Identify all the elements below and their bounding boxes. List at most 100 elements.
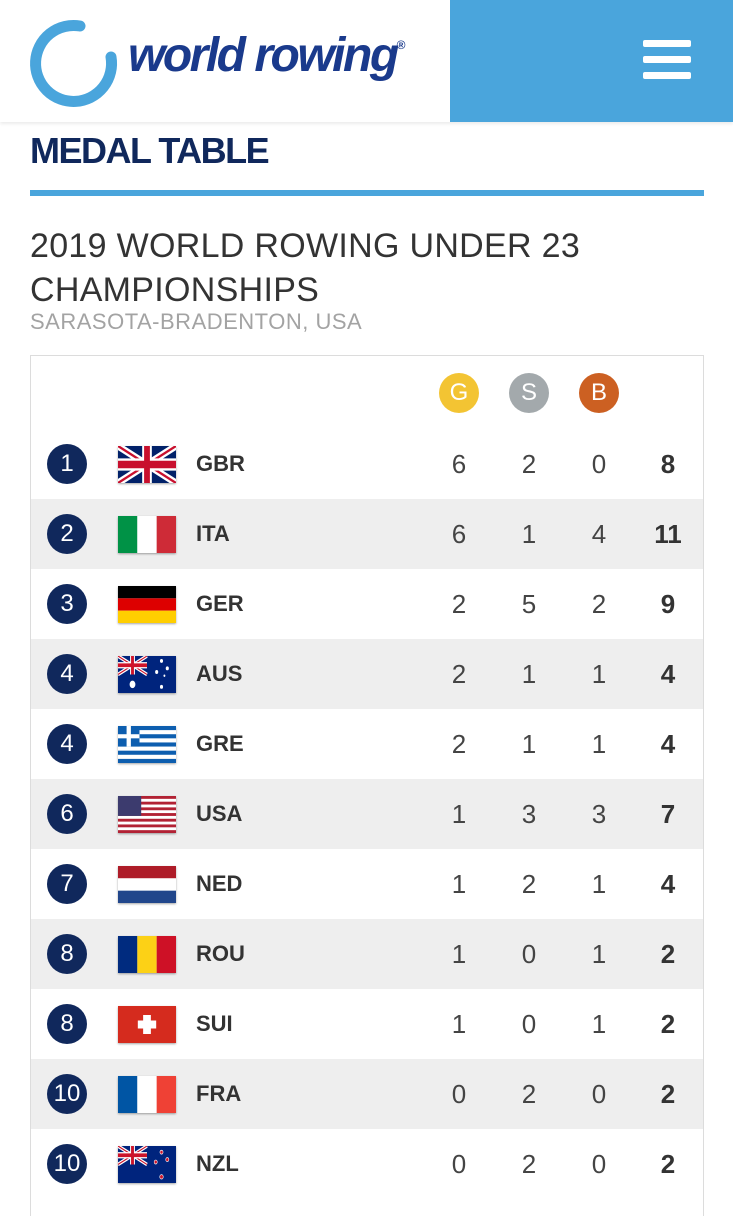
- fra-flag-icon: [118, 1076, 176, 1113]
- silver-count: 1: [521, 729, 537, 759]
- gold-count: 2: [451, 589, 467, 619]
- country-code: ITA: [196, 521, 230, 546]
- total-count: 2: [660, 1079, 676, 1109]
- country-code: SUI: [196, 1011, 233, 1036]
- ita-flag-icon: [118, 516, 176, 553]
- site-header: world rowing®: [0, 0, 733, 122]
- bronze-count: 1: [591, 659, 607, 689]
- total-count: 2: [660, 1149, 676, 1179]
- gold-count: 0: [451, 1149, 467, 1179]
- country-code: GER: [196, 591, 244, 616]
- total-count: 4: [660, 729, 676, 759]
- silver-count: 1: [521, 519, 537, 549]
- sui-flag-icon: [118, 1006, 176, 1043]
- gold-count: 1: [451, 1009, 467, 1039]
- gold-count: 1: [451, 939, 467, 969]
- table-row[interactable]: 10 NZL 0 2 0 2: [31, 1129, 703, 1199]
- menu-button[interactable]: [450, 0, 733, 122]
- bronze-count: 4: [591, 519, 607, 549]
- silver-count: 0: [521, 939, 537, 969]
- table-row[interactable]: 4 GRE 2 1 1 4: [31, 709, 703, 779]
- silver-count: 2: [521, 1149, 537, 1179]
- gold-count: 1: [451, 799, 467, 829]
- gold-count: 0: [451, 1079, 467, 1109]
- country-code: USA: [196, 801, 243, 826]
- total-count: 4: [660, 659, 676, 689]
- table-row[interactable]: 4 AUS 2 1 1 4: [31, 639, 703, 709]
- logo-wordmark[interactable]: world rowing®: [128, 29, 406, 82]
- bronze-count: 1: [591, 939, 607, 969]
- table-row[interactable]: 7 NED 1 2 1 4: [31, 849, 703, 919]
- bronze-count: 0: [591, 1079, 607, 1109]
- total-count: 4: [660, 869, 676, 899]
- bronze-count: 3: [591, 799, 607, 829]
- country-code: GRE: [196, 731, 244, 756]
- page-title: MEDAL TABLE: [30, 130, 270, 171]
- table-row[interactable]: 8 SUI 1 0 1 2: [31, 989, 703, 1059]
- country-code: GBR: [196, 451, 245, 476]
- gold-count: 2: [451, 729, 467, 759]
- silver-count: 2: [521, 1079, 537, 1109]
- country-code: NED: [196, 871, 243, 896]
- silver-count: 1: [521, 659, 537, 689]
- total-count: 11: [654, 519, 682, 549]
- gold-count: 6: [451, 449, 467, 479]
- title-divider: [30, 190, 704, 196]
- ger-flag-icon: [118, 586, 176, 623]
- table-row[interactable]: 1 GBR 6 2 0 8: [31, 429, 703, 499]
- rank-badge: 7: [47, 864, 87, 904]
- medal-table: G S B 1 GBR 6 2 0 8 2 ITA 6 1 4 11 3 GER…: [30, 355, 704, 1216]
- total-count: 8: [660, 449, 676, 479]
- bronze-medal-icon: B: [579, 373, 619, 413]
- rank-badge: 4: [47, 654, 87, 694]
- gold-medal-icon: G: [439, 373, 479, 413]
- silver-medal-icon: S: [509, 373, 549, 413]
- table-row[interactable]: 10 FRA 0 2 0 2: [31, 1059, 703, 1129]
- table-row[interactable]: 8 ROU 1 0 1 2: [31, 919, 703, 989]
- world-rowing-logo-icon[interactable]: [28, 19, 118, 109]
- rank-badge: 10: [47, 1074, 87, 1114]
- total-count: 2: [660, 939, 676, 969]
- total-count: 2: [660, 1009, 676, 1039]
- registered-mark: ®: [396, 38, 406, 52]
- rank-badge: 6: [47, 794, 87, 834]
- country-code: FRA: [196, 1081, 242, 1106]
- country-code: NZL: [196, 1151, 239, 1176]
- event-location: SARASOTA-BRADENTON, USA: [30, 309, 363, 334]
- gbr-flag-icon: [118, 446, 176, 483]
- rank-badge: 4: [47, 724, 87, 764]
- country-code: ROU: [196, 941, 245, 966]
- bronze-count: 0: [591, 449, 607, 479]
- table-row[interactable]: 3 GER 2 5 2 9: [31, 569, 703, 639]
- bronze-count: 1: [591, 869, 607, 899]
- gold-count: 6: [451, 519, 467, 549]
- bronze-count: 0: [591, 1149, 607, 1179]
- silver-count: 2: [521, 869, 537, 899]
- usa-flag-icon: [118, 796, 176, 833]
- ned-flag-icon: [118, 866, 176, 903]
- total-count: 9: [660, 589, 676, 619]
- hamburger-menu-icon[interactable]: [643, 40, 691, 80]
- silver-count: 5: [521, 589, 537, 619]
- silver-count: 0: [521, 1009, 537, 1039]
- gre-flag-icon: [118, 726, 176, 763]
- rank-badge: 8: [47, 1004, 87, 1044]
- aus-flag-icon: [118, 656, 176, 693]
- total-count: 7: [660, 799, 676, 829]
- rank-badge: 2: [47, 514, 87, 554]
- bronze-count: 2: [591, 589, 607, 619]
- bronze-count: 1: [591, 1009, 607, 1039]
- rank-badge: 8: [47, 934, 87, 974]
- silver-count: 3: [521, 799, 537, 829]
- bronze-count: 1: [591, 729, 607, 759]
- table-row[interactable]: 6 USA 1 3 3 7: [31, 779, 703, 849]
- silver-count: 2: [521, 449, 537, 479]
- nzl-flag-icon: [118, 1146, 176, 1183]
- table-row[interactable]: 2 ITA 6 1 4 11: [31, 499, 703, 569]
- gold-count: 1: [451, 869, 467, 899]
- rank-badge: 1: [47, 444, 87, 484]
- gold-count: 2: [451, 659, 467, 689]
- rou-flag-icon: [118, 936, 176, 973]
- rank-badge: 10: [47, 1144, 87, 1184]
- event-title: 2019 WORLD ROWING UNDER 23 CHAMPIONSHIPS: [30, 227, 581, 309]
